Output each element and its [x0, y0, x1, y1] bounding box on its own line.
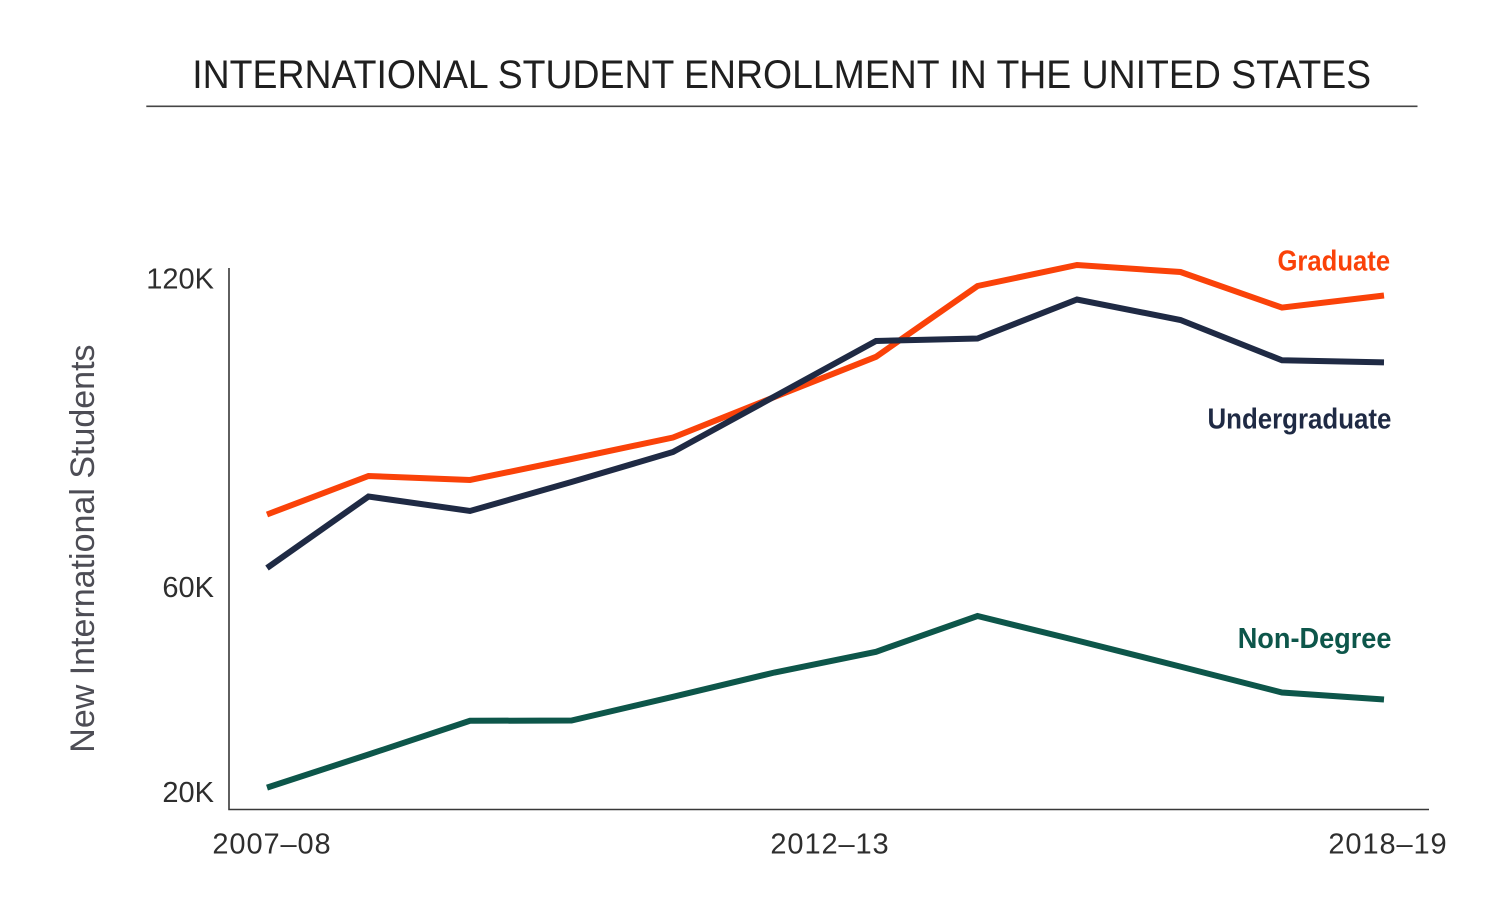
- svg-text:2012–13: 2012–13: [770, 828, 889, 860]
- svg-text:Non-Degree: Non-Degree: [1238, 622, 1392, 654]
- svg-text:Graduate: Graduate: [1277, 244, 1390, 277]
- svg-text:20K: 20K: [162, 777, 214, 809]
- svg-text:2007–08: 2007–08: [212, 828, 331, 860]
- svg-text:INTERNATIONAL STUDENT ENROLLME: INTERNATIONAL STUDENT ENROLLMENT IN THE …: [192, 53, 1371, 97]
- svg-text:Undergraduate: Undergraduate: [1207, 402, 1391, 435]
- svg-text:60K: 60K: [162, 572, 214, 604]
- svg-text:New International Students: New International Students: [64, 344, 102, 752]
- svg-text:120K: 120K: [146, 264, 214, 296]
- svg-text:2018–19: 2018–19: [1328, 828, 1447, 860]
